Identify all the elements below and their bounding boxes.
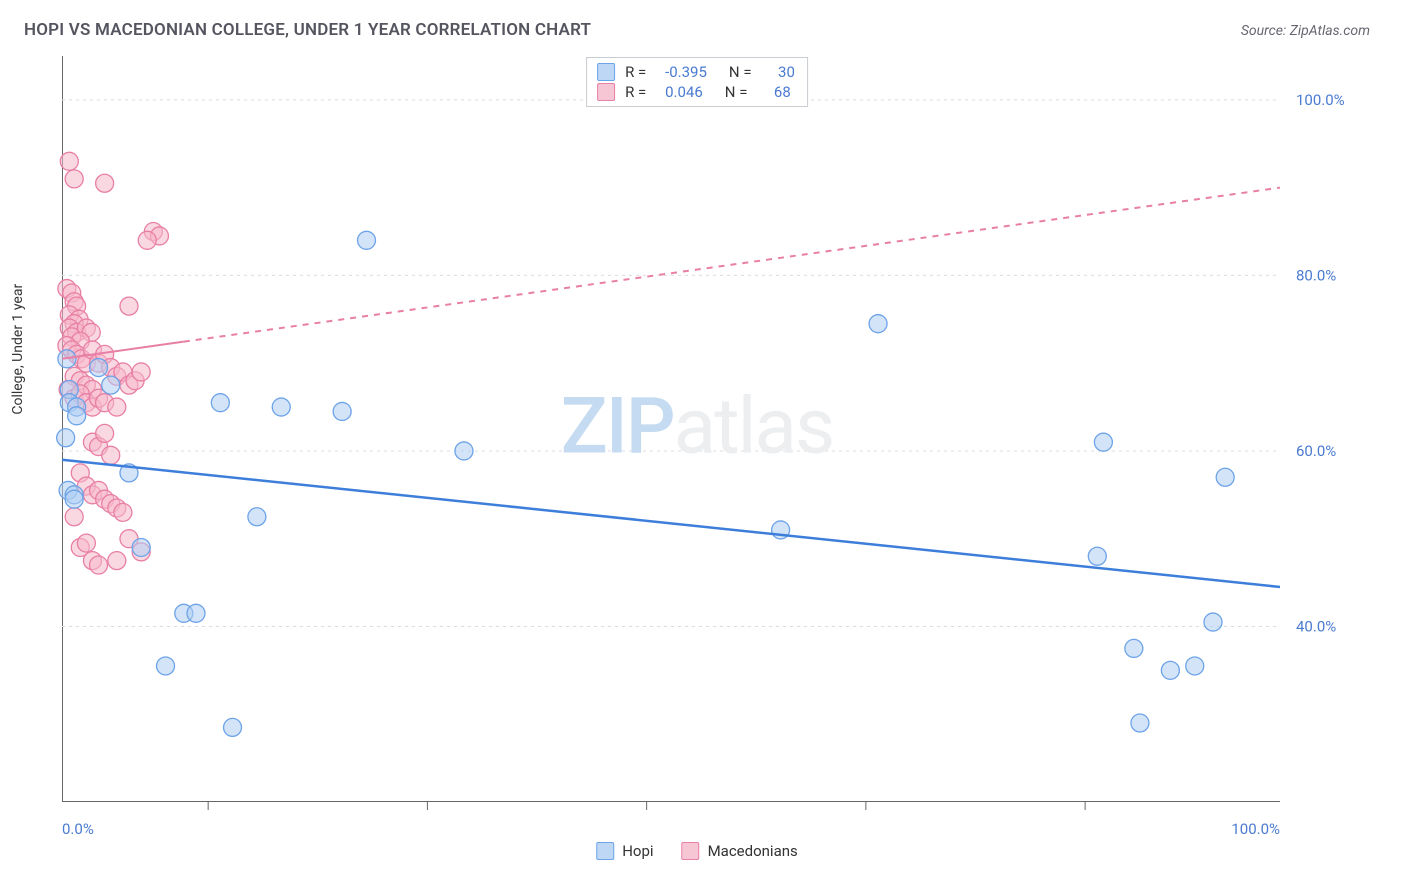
scatter-point — [333, 402, 351, 420]
svg-text:100.0%: 100.0% — [1296, 91, 1345, 109]
swatch-icon — [596, 842, 614, 860]
scatter-point — [132, 363, 150, 381]
scatter-point — [1125, 639, 1143, 657]
scatter-point — [455, 442, 473, 460]
scatter-point — [187, 604, 205, 622]
scatter-point — [138, 231, 156, 249]
scatter-point — [1186, 657, 1204, 675]
scatter-point — [65, 490, 83, 508]
scatter-point — [90, 359, 108, 377]
scatter-point — [90, 556, 108, 574]
scatter-point — [68, 407, 86, 425]
swatch-icon — [597, 83, 615, 101]
source-attribution: Source: ZipAtlas.com — [1241, 23, 1370, 39]
swatch-icon — [597, 63, 615, 81]
scatter-point — [211, 394, 229, 412]
legend-stats-box: R = -0.395 N = 30 R = 0.046 N = 68 — [586, 57, 808, 107]
legend-stats-row: R = -0.395 N = 30 — [597, 62, 795, 82]
chart-title: HOPI VS MACEDONIAN COLLEGE, UNDER 1 YEAR… — [24, 20, 591, 40]
scatter-point — [65, 508, 83, 526]
legend-item-hopi: Hopi — [596, 842, 653, 860]
scatter-point — [108, 552, 126, 570]
scatter-point — [157, 657, 175, 675]
scatter-point — [102, 376, 120, 394]
legend-bottom: Hopi Macedonians — [596, 842, 798, 860]
scatter-point — [1204, 613, 1222, 631]
scatter-point — [77, 534, 95, 552]
scatter-point — [1088, 547, 1106, 565]
scatter-point — [65, 170, 83, 188]
y-axis-label: College, Under 1 year — [10, 284, 26, 415]
scatter-point — [1094, 433, 1112, 451]
legend-stats-row: R = 0.046 N = 68 — [597, 82, 795, 102]
scatter-point — [102, 446, 120, 464]
scatter-point — [114, 503, 132, 521]
scatter-point — [60, 152, 78, 170]
legend-item-macedonians: Macedonians — [682, 842, 798, 860]
correlation-chart: College, Under 1 year 40.0%60.0%80.0%100… — [24, 56, 1370, 862]
scatter-point — [1161, 661, 1179, 679]
scatter-point — [358, 231, 376, 249]
scatter-point — [1131, 714, 1149, 732]
swatch-icon — [682, 842, 700, 860]
svg-text:40.0%: 40.0% — [1296, 617, 1336, 635]
scatter-point — [132, 538, 150, 556]
scatter-point — [108, 398, 126, 416]
scatter-point — [1216, 468, 1234, 486]
svg-text:60.0%: 60.0% — [1296, 442, 1336, 460]
x-axis-edge-labels: 0.0% 100.0% — [62, 820, 1280, 838]
scatter-point — [120, 297, 138, 315]
scatter-point — [224, 718, 242, 736]
svg-text:80.0%: 80.0% — [1296, 266, 1336, 284]
scatter-point — [57, 429, 75, 447]
plot-svg: 40.0%60.0%80.0%100.0% — [62, 56, 1280, 802]
scatter-point — [272, 398, 290, 416]
scatter-point — [248, 508, 266, 526]
trend-line-hopi — [62, 460, 1280, 587]
scatter-point — [869, 315, 887, 333]
scatter-point — [96, 424, 114, 442]
scatter-point — [96, 174, 114, 192]
trend-line-macedonians-dashed — [184, 188, 1280, 342]
